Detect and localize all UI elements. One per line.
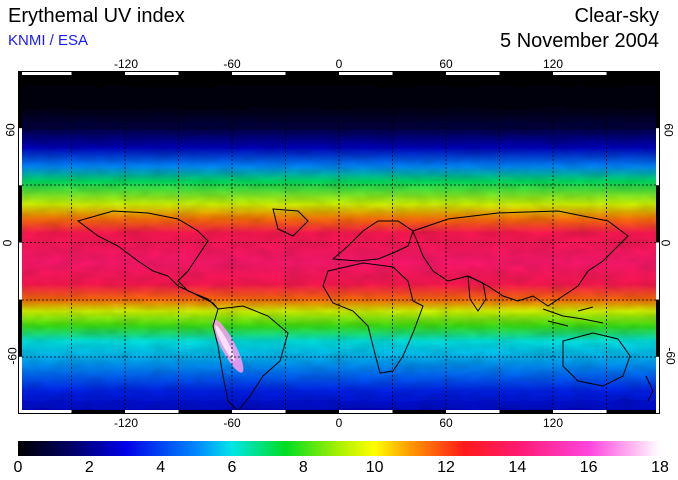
lon-label-bottom: 60 [439, 416, 453, 430]
colorbar-tick-label: 2 [84, 459, 94, 476]
lon-label-bottom: -120 [113, 416, 139, 430]
colorbar-tick-label: 8 [298, 459, 308, 476]
frame-tick-bar [232, 71, 286, 75]
lat-label-right: -60 [663, 347, 678, 365]
frame-tick-bar [18, 71, 22, 129]
frame-tick-bar [606, 410, 660, 414]
sky-condition-label: Clear-sky [574, 5, 659, 27]
frame-tick-bar [18, 185, 22, 243]
lat-label-right: 60 [661, 123, 676, 137]
frame-tick-bar [656, 185, 660, 243]
lon-label-bottom: -60 [223, 416, 241, 430]
frame-tick-bar [125, 71, 179, 75]
frame-tick-bar [339, 71, 393, 75]
coastlines [76, 208, 654, 412]
lat-label-left: -60 [5, 347, 20, 365]
andes-high-uv-core [215, 325, 235, 361]
coastline-australia [562, 332, 631, 387]
frame-tick-bar [125, 410, 179, 414]
frame-tick-bar [285, 410, 339, 414]
frame-tick-bar [18, 242, 22, 300]
frame-tick-bar [285, 71, 339, 75]
frame-tick-bar [499, 71, 553, 75]
lat-label-left: 0 [0, 239, 15, 247]
date-label: 5 November 2004 [500, 30, 659, 52]
frame-tick-bar [18, 356, 22, 414]
colorbar-tick-label: 10 [365, 459, 384, 476]
colorbar-tick-label: 6 [227, 459, 237, 476]
frame-tick-bar [339, 410, 393, 414]
uv-index-map [18, 71, 660, 414]
frame-tick-bar [18, 299, 22, 357]
lon-label-bottom: 0 [335, 416, 343, 430]
colorbar-fill [18, 441, 660, 456]
colorbar-tick-label: 0 [13, 459, 23, 476]
colorbar-tick-label: 18 [651, 459, 669, 476]
frame-tick-bar [71, 71, 125, 75]
frame-tick-bar [18, 71, 72, 75]
lon-label-bottom: 120 [542, 416, 564, 430]
colorbar-tick-label: 16 [579, 459, 598, 476]
colorbar-tick-label: 12 [437, 459, 455, 476]
coastline-south-america [212, 305, 289, 412]
graticule [18, 71, 660, 414]
frame-tick-bar [18, 410, 72, 414]
credit-label: KNMI / ESA [8, 32, 89, 49]
frame-ticks [18, 71, 660, 414]
coastline-africa [322, 262, 424, 374]
frame-tick-bar [71, 410, 125, 414]
lon-label-top: 120 [542, 57, 564, 71]
lon-label-top: 60 [439, 57, 453, 71]
frame-tick-bar [656, 242, 660, 300]
frame-tick-bar [232, 410, 286, 414]
frame-tick-bar [178, 410, 232, 414]
lon-label-top: 0 [335, 57, 343, 71]
frame-tick-bar [656, 299, 660, 357]
frame-tick-bar [606, 71, 660, 75]
coastline-new-zealand [645, 375, 654, 402]
frame-tick-bar [656, 128, 660, 186]
frame-tick-bar [18, 128, 22, 186]
colorbar-tick-label: 4 [156, 459, 166, 476]
coastline-india [467, 275, 487, 312]
frame-tick-bar [392, 71, 446, 75]
map-title: Erythemal UV index [8, 5, 185, 27]
frame-tick-bar [446, 71, 500, 75]
colorbar-tick-label: 14 [508, 459, 527, 476]
coastline-north-america [76, 210, 219, 310]
frame-tick-bar [392, 410, 446, 414]
frame-tick-bar [553, 71, 607, 75]
coastline-greenland [272, 208, 309, 237]
map-border [18, 71, 660, 414]
lat-label-right: 0 [658, 239, 673, 247]
frame-tick-bar [446, 410, 500, 414]
frame-tick-bar [553, 410, 607, 414]
frame-tick-bar [499, 410, 553, 414]
lon-label-top: -120 [113, 57, 139, 71]
colorbar [18, 441, 660, 456]
lat-label-left: 60 [3, 123, 18, 137]
frame-tick-bar [178, 71, 232, 75]
frame-tick-bar [656, 356, 660, 414]
frame-tick-bar [656, 71, 660, 129]
coastline-asia [412, 210, 629, 307]
lon-label-top: -60 [223, 57, 241, 71]
